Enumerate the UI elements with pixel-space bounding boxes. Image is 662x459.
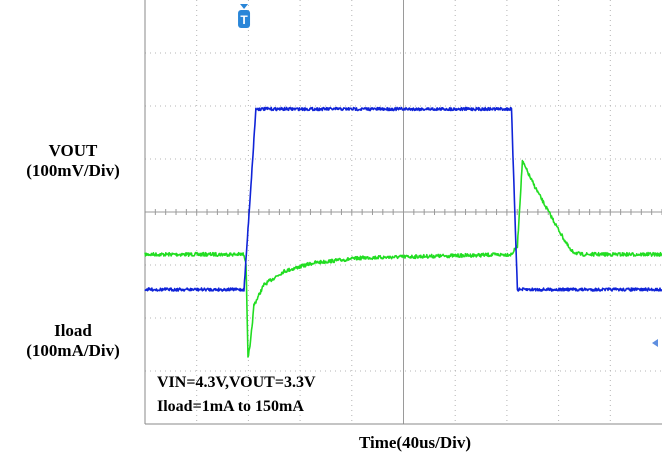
vout-label-name: VOUT (48, 141, 98, 160)
x-axis-label: Time(40us/Div) (358, 433, 472, 452)
iload-label-scale: (100mA/Div) (26, 341, 120, 360)
vout-label-scale: (100mV/Div) (26, 161, 120, 180)
trigger-badge (238, 10, 251, 28)
scope-traces (144, 106, 662, 358)
trace-iload (144, 106, 662, 292)
trace-vout (144, 159, 662, 358)
vout-channel-label: VOUT (100mV/Div) (4, 141, 142, 181)
condition-annotation-iload-range: Iload=1mA to 150mA (157, 398, 304, 415)
scope-grid (144, 0, 662, 425)
ground-reference-arrow-icon (652, 339, 658, 347)
iload-channel-label: Iload (100mA/Div) (4, 321, 142, 361)
condition-annotation-vin-vout: VIN=4.3V,VOUT=3.3V (157, 374, 316, 391)
trigger-label: T (240, 13, 248, 27)
iload-label-name: Iload (54, 321, 92, 340)
trigger-marker: T (238, 4, 251, 28)
trigger-arrow-icon (240, 4, 249, 9)
